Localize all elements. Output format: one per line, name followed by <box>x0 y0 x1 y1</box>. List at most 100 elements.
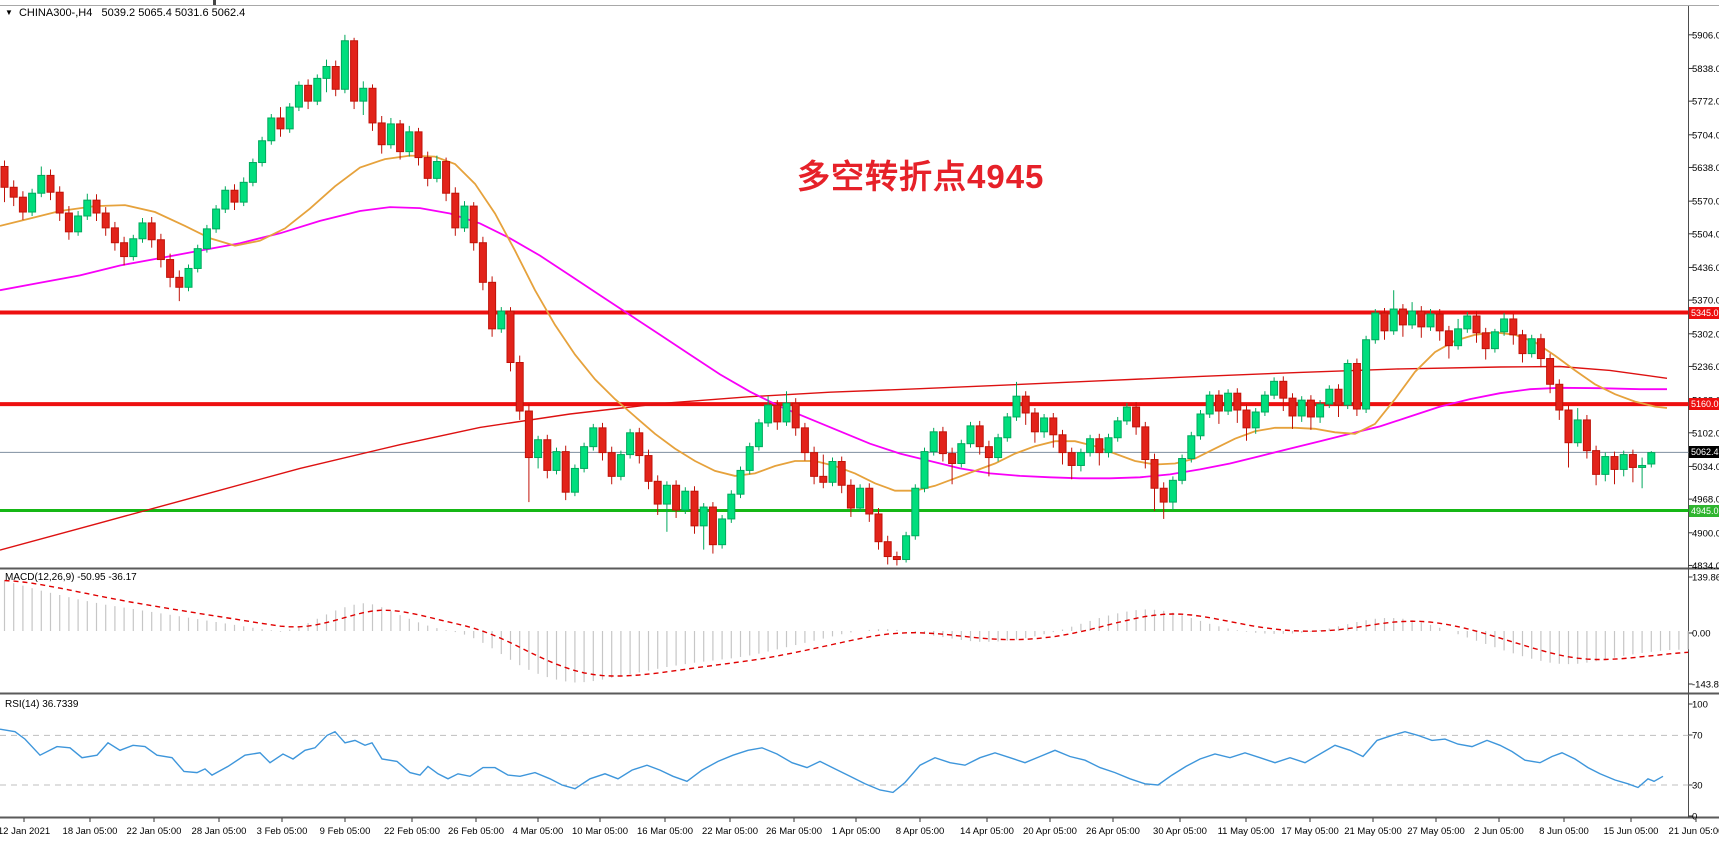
candle[interactable] <box>672 484 681 511</box>
candle[interactable] <box>193 248 202 269</box>
candle[interactable] <box>1573 419 1582 444</box>
candle[interactable] <box>460 205 469 229</box>
candle[interactable] <box>64 212 73 233</box>
candle[interactable] <box>1058 434 1067 454</box>
candle[interactable] <box>570 467 579 493</box>
candle[interactable] <box>1398 308 1407 326</box>
candle[interactable] <box>1095 438 1104 454</box>
candle[interactable] <box>920 451 929 489</box>
candle[interactable] <box>929 431 938 453</box>
candle[interactable] <box>984 446 993 459</box>
candle[interactable] <box>662 484 671 505</box>
candle[interactable] <box>331 65 340 90</box>
candle[interactable] <box>1638 464 1647 468</box>
rsi-panel[interactable] <box>0 728 1689 794</box>
candle[interactable] <box>1417 310 1426 328</box>
time-axis[interactable]: 12 Jan 2021 18 Jan 05:00 22 Jan 05:00 28 Ja… <box>0 818 1719 837</box>
candle[interactable] <box>469 205 478 244</box>
candle[interactable] <box>626 432 635 456</box>
candle[interactable] <box>1214 394 1223 412</box>
candle[interactable] <box>561 451 570 493</box>
candle[interactable] <box>423 157 432 179</box>
candle[interactable] <box>543 439 552 471</box>
candle[interactable] <box>616 454 625 477</box>
candle[interactable] <box>589 427 598 448</box>
candlestick-series[interactable] <box>0 34 1656 566</box>
candle[interactable] <box>1500 318 1509 333</box>
candle[interactable] <box>18 196 27 213</box>
candle[interactable] <box>1592 450 1601 475</box>
candle[interactable] <box>1049 417 1058 436</box>
candle[interactable] <box>1159 487 1168 503</box>
candle[interactable] <box>1371 312 1380 341</box>
candle[interactable] <box>708 506 717 546</box>
candle[interactable] <box>120 242 129 258</box>
candle[interactable] <box>258 140 267 164</box>
candle[interactable] <box>782 402 791 423</box>
candle[interactable] <box>1260 394 1269 413</box>
candle[interactable] <box>1150 459 1159 489</box>
candle[interactable] <box>681 490 690 511</box>
candle[interactable] <box>0 165 9 188</box>
candle[interactable] <box>1205 394 1214 415</box>
candle[interactable] <box>1444 330 1453 347</box>
candle[interactable] <box>1040 417 1049 433</box>
candle[interactable] <box>800 427 809 454</box>
price-axis[interactable]: 5906.0 5838.0 5772.0 5704.0 5638.0 5570.0 5504… <box>1688 30 1719 572</box>
candle[interactable] <box>28 192 37 213</box>
candle[interactable] <box>1251 411 1260 429</box>
candle[interactable] <box>1325 388 1334 405</box>
candle[interactable] <box>1030 412 1039 433</box>
candle[interactable] <box>1582 419 1591 452</box>
candle[interactable] <box>405 131 414 153</box>
candle[interactable] <box>819 475 828 483</box>
candle[interactable] <box>239 181 248 203</box>
candle[interactable] <box>221 189 230 210</box>
candle[interactable] <box>110 227 119 244</box>
candle[interactable] <box>1334 388 1343 406</box>
candle[interactable] <box>368 87 377 124</box>
candle[interactable] <box>1288 397 1297 417</box>
candle[interactable] <box>46 174 55 193</box>
candle[interactable] <box>276 117 285 130</box>
candle[interactable] <box>184 267 193 288</box>
candle[interactable] <box>488 281 497 330</box>
candle[interactable] <box>83 199 92 217</box>
candle[interactable] <box>1463 315 1472 330</box>
candle[interactable] <box>1472 315 1481 334</box>
candle[interactable] <box>957 443 966 464</box>
candle[interactable] <box>1628 454 1637 468</box>
candle[interactable] <box>1187 435 1196 460</box>
candle[interactable] <box>1178 458 1187 481</box>
candle[interactable] <box>892 556 901 561</box>
candle[interactable] <box>1141 426 1150 461</box>
candle[interactable] <box>948 453 957 464</box>
candle[interactable] <box>442 161 451 194</box>
candle[interactable] <box>1490 331 1499 350</box>
candle[interactable] <box>340 40 349 90</box>
candle[interactable] <box>644 455 653 482</box>
candle[interactable] <box>92 199 101 214</box>
candle[interactable] <box>1619 454 1628 470</box>
candle[interactable] <box>1343 362 1352 406</box>
candle[interactable] <box>1316 403 1325 418</box>
candle[interactable] <box>764 404 773 424</box>
candle[interactable] <box>285 106 294 130</box>
candle[interactable] <box>1076 452 1085 466</box>
candle[interactable] <box>1601 456 1610 475</box>
candle[interactable] <box>552 451 561 471</box>
candle[interactable] <box>1196 413 1205 437</box>
candle[interactable] <box>396 123 405 153</box>
candle[interactable] <box>230 189 239 203</box>
macd-panel[interactable] <box>3 579 1689 683</box>
macd-axis[interactable]: 139.86 0.00 -143.82 <box>1688 573 1719 691</box>
candle[interactable] <box>1003 416 1012 439</box>
candle[interactable] <box>1233 392 1242 411</box>
candle[interactable] <box>1297 399 1306 417</box>
candle[interactable] <box>1168 479 1177 503</box>
candle[interactable] <box>432 161 441 179</box>
candle[interactable] <box>653 480 662 505</box>
candle[interactable] <box>1242 409 1251 429</box>
candle[interactable] <box>856 487 865 509</box>
candle[interactable] <box>451 192 460 229</box>
